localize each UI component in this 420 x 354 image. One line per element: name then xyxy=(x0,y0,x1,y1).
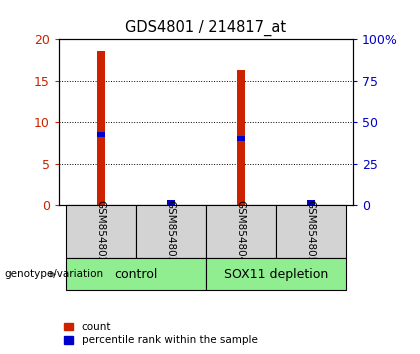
Bar xyxy=(206,258,346,290)
Title: GDS4801 / 214817_at: GDS4801 / 214817_at xyxy=(125,20,286,36)
Text: control: control xyxy=(114,268,158,281)
Bar xyxy=(206,205,276,258)
Text: GSM854804: GSM854804 xyxy=(236,200,246,263)
Legend: count, percentile rank within the sample: count, percentile rank within the sample xyxy=(64,322,257,345)
Bar xyxy=(236,70,245,205)
Bar xyxy=(307,201,315,205)
Bar xyxy=(97,132,105,137)
Bar xyxy=(97,51,105,205)
Bar xyxy=(136,205,206,258)
Bar xyxy=(307,200,315,205)
Bar xyxy=(66,258,206,290)
Text: GSM854802: GSM854802 xyxy=(96,200,106,263)
Bar xyxy=(167,201,175,205)
Bar xyxy=(66,205,136,258)
Bar xyxy=(276,205,346,258)
Text: GSM854805: GSM854805 xyxy=(306,200,316,263)
Bar xyxy=(167,200,175,205)
Text: genotype/variation: genotype/variation xyxy=(4,269,103,279)
Bar xyxy=(236,136,245,141)
Text: SOX11 depletion: SOX11 depletion xyxy=(224,268,328,281)
Text: GSM854803: GSM854803 xyxy=(166,200,176,263)
